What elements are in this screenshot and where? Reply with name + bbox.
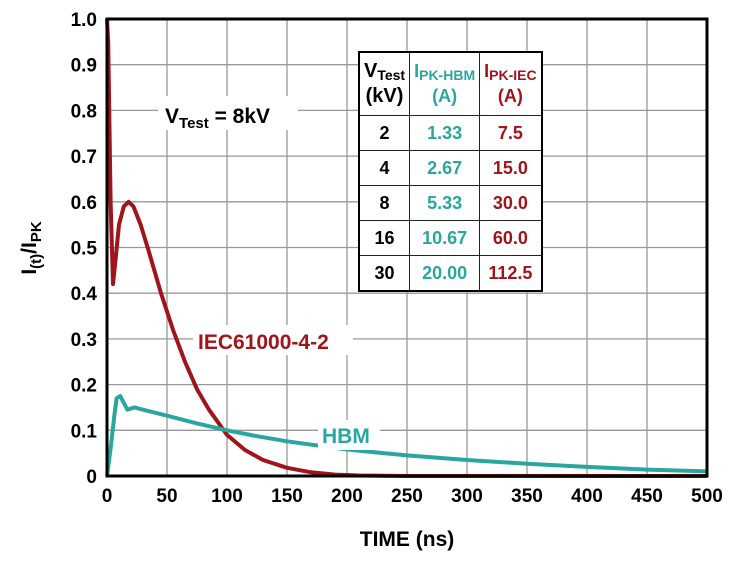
header-main: I [484,61,490,81]
x-tick-label: 250 [391,486,423,507]
table-cell: 15.0 [479,150,543,186]
table-row: 30 20.00 112.5 [358,255,543,292]
y-tick-label: 0.8 [71,101,97,122]
plot-frame [105,17,709,478]
y-axis-label: I(t)/IPK [18,221,45,275]
table-cell: 20.00 [409,255,481,292]
y-tick-label: 0.9 [71,56,97,77]
table-cell: 10.67 [409,220,481,256]
header-sub: Test [377,67,406,83]
x-tick-label: 350 [511,486,543,507]
y-tick-label: 0.5 [71,239,98,260]
x-tick-label: 500 [691,486,723,507]
y-tick-label: 0.4 [71,284,98,305]
header-sub: PK-IEC [489,67,537,83]
header-main: I [414,61,420,81]
table-header-cell: IPK-IEC (A) [479,51,543,116]
table-row: 16 10.67 60.0 [358,220,543,256]
table-cell: 30 [358,255,411,292]
table-cell: 1.33 [409,115,481,151]
table-header-cell: IPK-HBM (A) [409,51,481,116]
series-line-iec61000-4-2 [105,18,707,478]
y-tick-label: 0.3 [71,330,97,351]
table-row: 8 5.33 30.0 [358,185,543,221]
table-row: 2 1.33 7.5 [358,115,543,151]
y-tick-label: 0 [86,467,97,488]
y-tick-label: 0.6 [71,193,97,214]
y-tick-label: 0.2 [71,376,97,397]
vtest-annotation: VTest = 8kV [165,105,270,132]
table-cell: 8 [358,185,411,221]
table-header-cell: VTest (kV) [358,51,411,116]
x-tick-label: 400 [571,486,603,507]
table-cell: 5.33 [409,185,481,221]
x-tick-label: 100 [211,486,243,507]
table-cell: 7.5 [479,115,543,151]
x-tick-label: 50 [156,486,177,507]
table-cell: 2.67 [409,150,481,186]
x-axis-label: TIME (ns) [360,528,455,551]
header-unit: (kV) [365,85,404,107]
header-unit: (A) [497,86,523,106]
y-tick-label: 0.7 [71,147,97,168]
table-cell: 4 [358,150,411,186]
series-line-hbm [105,394,708,477]
y-tick-label: 1.0 [71,10,97,31]
table-cell: 30.0 [479,185,543,221]
x-tick-label: 200 [331,486,363,507]
iec-series-label: IEC61000-4-2 [198,331,329,354]
table-cell: 2 [358,115,411,151]
x-tick-label: 150 [271,486,303,507]
x-tick-label: 300 [451,486,483,507]
header-main: V [364,60,378,82]
table-cell: 112.5 [479,255,543,292]
x-tick-label: 450 [631,486,663,507]
table-cell: 60.0 [479,220,543,256]
table-row: 4 2.67 15.0 [358,150,543,186]
hbm-series-label: HBM [322,425,370,448]
header-sub: PK-HBM [419,67,476,83]
peak-current-table: VTest (kV) IPK-HBM (A) IPK-IEC (A) 2 1.33 7.5 4 2… [358,51,543,292]
header-unit: (A) [432,86,458,106]
y-tick-label: 0.1 [71,421,98,442]
table-cell: 16 [358,220,411,256]
x-tick-label: 0 [102,486,113,507]
